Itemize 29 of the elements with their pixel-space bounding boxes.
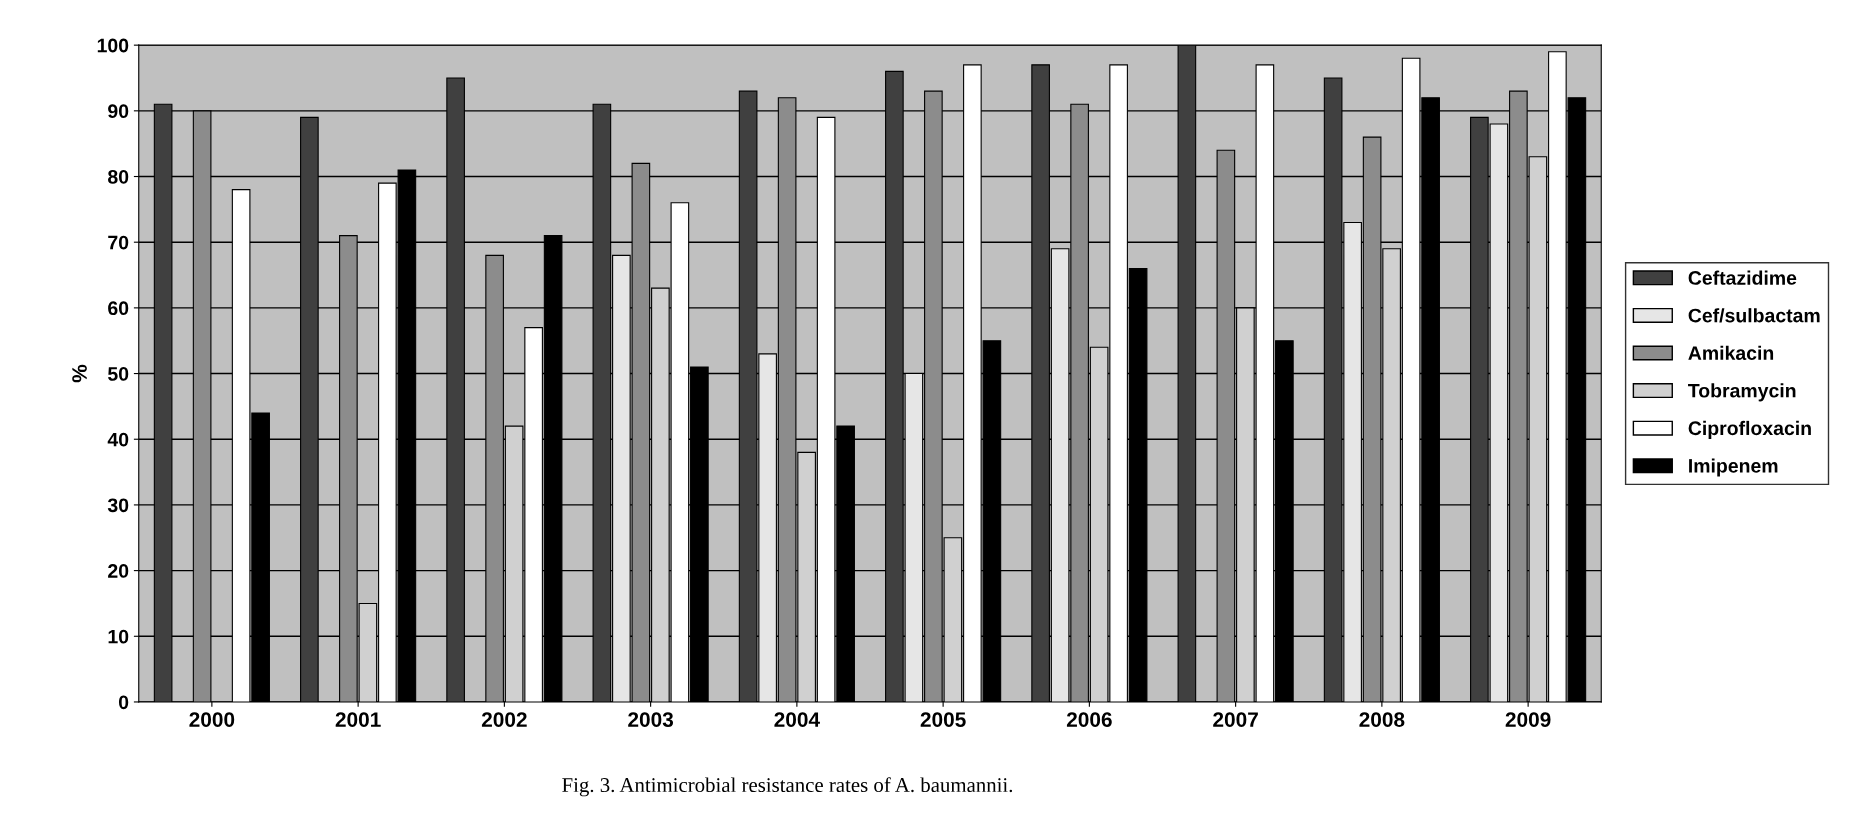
y-tick-label: 100: [97, 38, 129, 53]
x-tick-label: 2008: [1359, 712, 1405, 727]
y-tick-label: 90: [108, 104, 129, 119]
y-tick-label: 40: [107, 432, 129, 447]
x-tick-label: 2000: [189, 712, 235, 727]
x-tick-label: 2007: [1213, 712, 1258, 727]
y-axis-title: %: [72, 364, 87, 383]
legend-label: Tobramycin: [1688, 383, 1796, 402]
x-tick-label: 2003: [628, 712, 674, 728]
y-tick-label: 80: [108, 169, 129, 184]
legend-label: Amikacin: [1688, 345, 1774, 360]
legend-label: Ciprofloxacin: [1688, 420, 1811, 439]
legend-label: Imipenem: [1689, 458, 1778, 477]
y-tick-label: 10: [108, 629, 129, 644]
y-tick-label: 0: [118, 695, 129, 710]
y-tick-label: 20: [108, 564, 129, 578]
legend-label: Ceftazidime: [1688, 270, 1797, 285]
y-tick-label: 60: [108, 301, 129, 316]
legend-label: Cef/sulbactam: [1688, 308, 1820, 323]
x-tick-label: 2005: [920, 712, 966, 727]
x-tick-label: 2001: [335, 712, 381, 727]
caption: Fig. 3. Antimicrobial resistance rates of A. baumannii.: [562, 777, 1013, 797]
y-tick-label: 70: [108, 235, 129, 250]
y-tick-label: 50: [108, 367, 129, 381]
x-tick-label: 2004: [774, 712, 820, 727]
x-tick-label: 2006: [1066, 712, 1112, 727]
x-tick-label: 2009: [1505, 712, 1551, 727]
x-tick-label: 2002: [481, 712, 527, 727]
y-tick-label: 30: [107, 498, 129, 513]
